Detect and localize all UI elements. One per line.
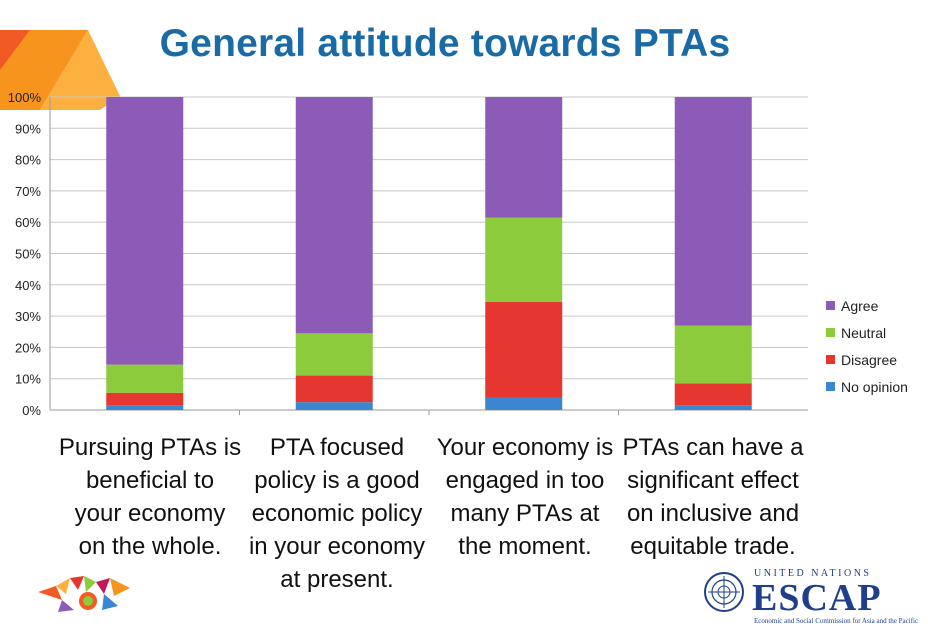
category-label-4: PTAs can have a significant effect on in… xyxy=(618,431,808,563)
bar-segment-disagree xyxy=(674,383,752,406)
category-label-line: the moment. xyxy=(458,533,592,560)
corner-decoration xyxy=(0,30,120,110)
legend-item-no-opinion: No opinion xyxy=(826,373,908,400)
bars xyxy=(106,97,752,410)
y-tick-label: 50% xyxy=(15,247,41,262)
page-title: General attitude towards PTAs xyxy=(159,22,731,65)
category-label-1: Pursuing PTAs is beneficial to your econ… xyxy=(55,431,245,563)
escap-wordmark: ESCAP xyxy=(752,577,882,619)
legend-swatch-no-opinion xyxy=(826,382,835,391)
bar-segment-agree xyxy=(295,97,373,334)
escap-logo: UNITED NATIONS ESCAP Economic and Social… xyxy=(702,568,918,628)
bar-segment-neutral xyxy=(106,364,184,393)
category-label-line: your economy xyxy=(74,500,226,527)
category-label-line: Your economy is xyxy=(436,434,614,461)
un-emblem-icon xyxy=(704,572,744,612)
legend-swatch-disagree xyxy=(826,355,835,364)
legend-item-agree: Agree xyxy=(826,292,908,319)
y-axis-ticks: 0% 10% 20% 30% 40% 50% 60% 70% 80% 90% 100% xyxy=(8,90,619,418)
category-label-3: Your economy is engaged in too many PTAs… xyxy=(430,431,620,563)
colorful-logo xyxy=(38,576,130,612)
y-tick-label: 30% xyxy=(15,309,41,324)
category-label-line: policy is a good xyxy=(254,467,420,494)
bar-segment-no-opinion xyxy=(674,405,752,410)
y-tick-label: 20% xyxy=(15,340,41,355)
y-tick-label: 100% xyxy=(8,90,42,105)
bar-segment-agree xyxy=(485,97,563,218)
y-tick-label: 80% xyxy=(15,153,41,168)
y-tick-label: 10% xyxy=(15,372,41,387)
y-tick-label: 70% xyxy=(15,184,41,199)
legend-swatch-neutral xyxy=(826,328,835,337)
y-tick-label: 0% xyxy=(22,403,41,418)
legend-label-neutral: Neutral xyxy=(841,324,887,341)
legend-label-agree: Agree xyxy=(841,297,879,314)
category-label-line: significant effect xyxy=(627,467,799,494)
category-label-line: Pursuing PTAs is xyxy=(58,434,242,461)
legend-item-neutral: Neutral xyxy=(826,319,908,346)
legend-swatch-agree xyxy=(826,301,835,310)
legend: Agree Neutral Disagree No opinion xyxy=(826,292,908,400)
category-label-line: in your economy xyxy=(248,533,426,560)
bar-segment-disagree xyxy=(106,392,184,406)
category-label-line: at present. xyxy=(280,566,394,593)
bar-segment-neutral xyxy=(485,217,563,303)
y-tick-label: 40% xyxy=(15,278,41,293)
category-label-line: on the whole. xyxy=(78,533,222,560)
category-label-line: PTAs can have a xyxy=(622,434,804,461)
bar-segment-neutral xyxy=(295,333,373,376)
category-label-2: PTA focused policy is a good economic po… xyxy=(242,431,432,596)
bar-segment-no-opinion xyxy=(485,397,563,410)
y-tick-label: 60% xyxy=(15,215,41,230)
bar-segment-agree xyxy=(106,97,184,365)
category-label-line: equitable trade. xyxy=(630,533,796,560)
bar-segment-no-opinion xyxy=(106,405,184,410)
legend-label-no-opinion: No opinion xyxy=(841,378,908,395)
category-label-line: beneficial to xyxy=(85,467,215,494)
bar-segment-disagree xyxy=(295,375,373,403)
category-label-line: on inclusive and xyxy=(626,500,800,527)
legend-label-disagree: Disagree xyxy=(841,351,898,368)
category-label-line: economic policy xyxy=(251,500,423,527)
bar-segment-neutral xyxy=(674,325,752,384)
category-label-line: PTA focused xyxy=(269,434,405,461)
bar-segment-agree xyxy=(674,97,752,326)
category-label-line: many PTAs at xyxy=(450,500,600,527)
un-text: UNITED NATIONS xyxy=(754,568,872,579)
stacked-bar-chart: 0% 10% 20% 30% 40% 50% 60% 70% 80% 90% 100% xyxy=(8,90,808,418)
escap-subtitle: Economic and Social Commission for Asia … xyxy=(754,617,919,625)
bar-segment-disagree xyxy=(485,302,563,398)
y-tick-label: 90% xyxy=(15,121,41,136)
legend-item-disagree: Disagree xyxy=(826,346,908,373)
bar-segment-no-opinion xyxy=(295,402,373,410)
category-label-line: engaged in too xyxy=(445,467,605,494)
